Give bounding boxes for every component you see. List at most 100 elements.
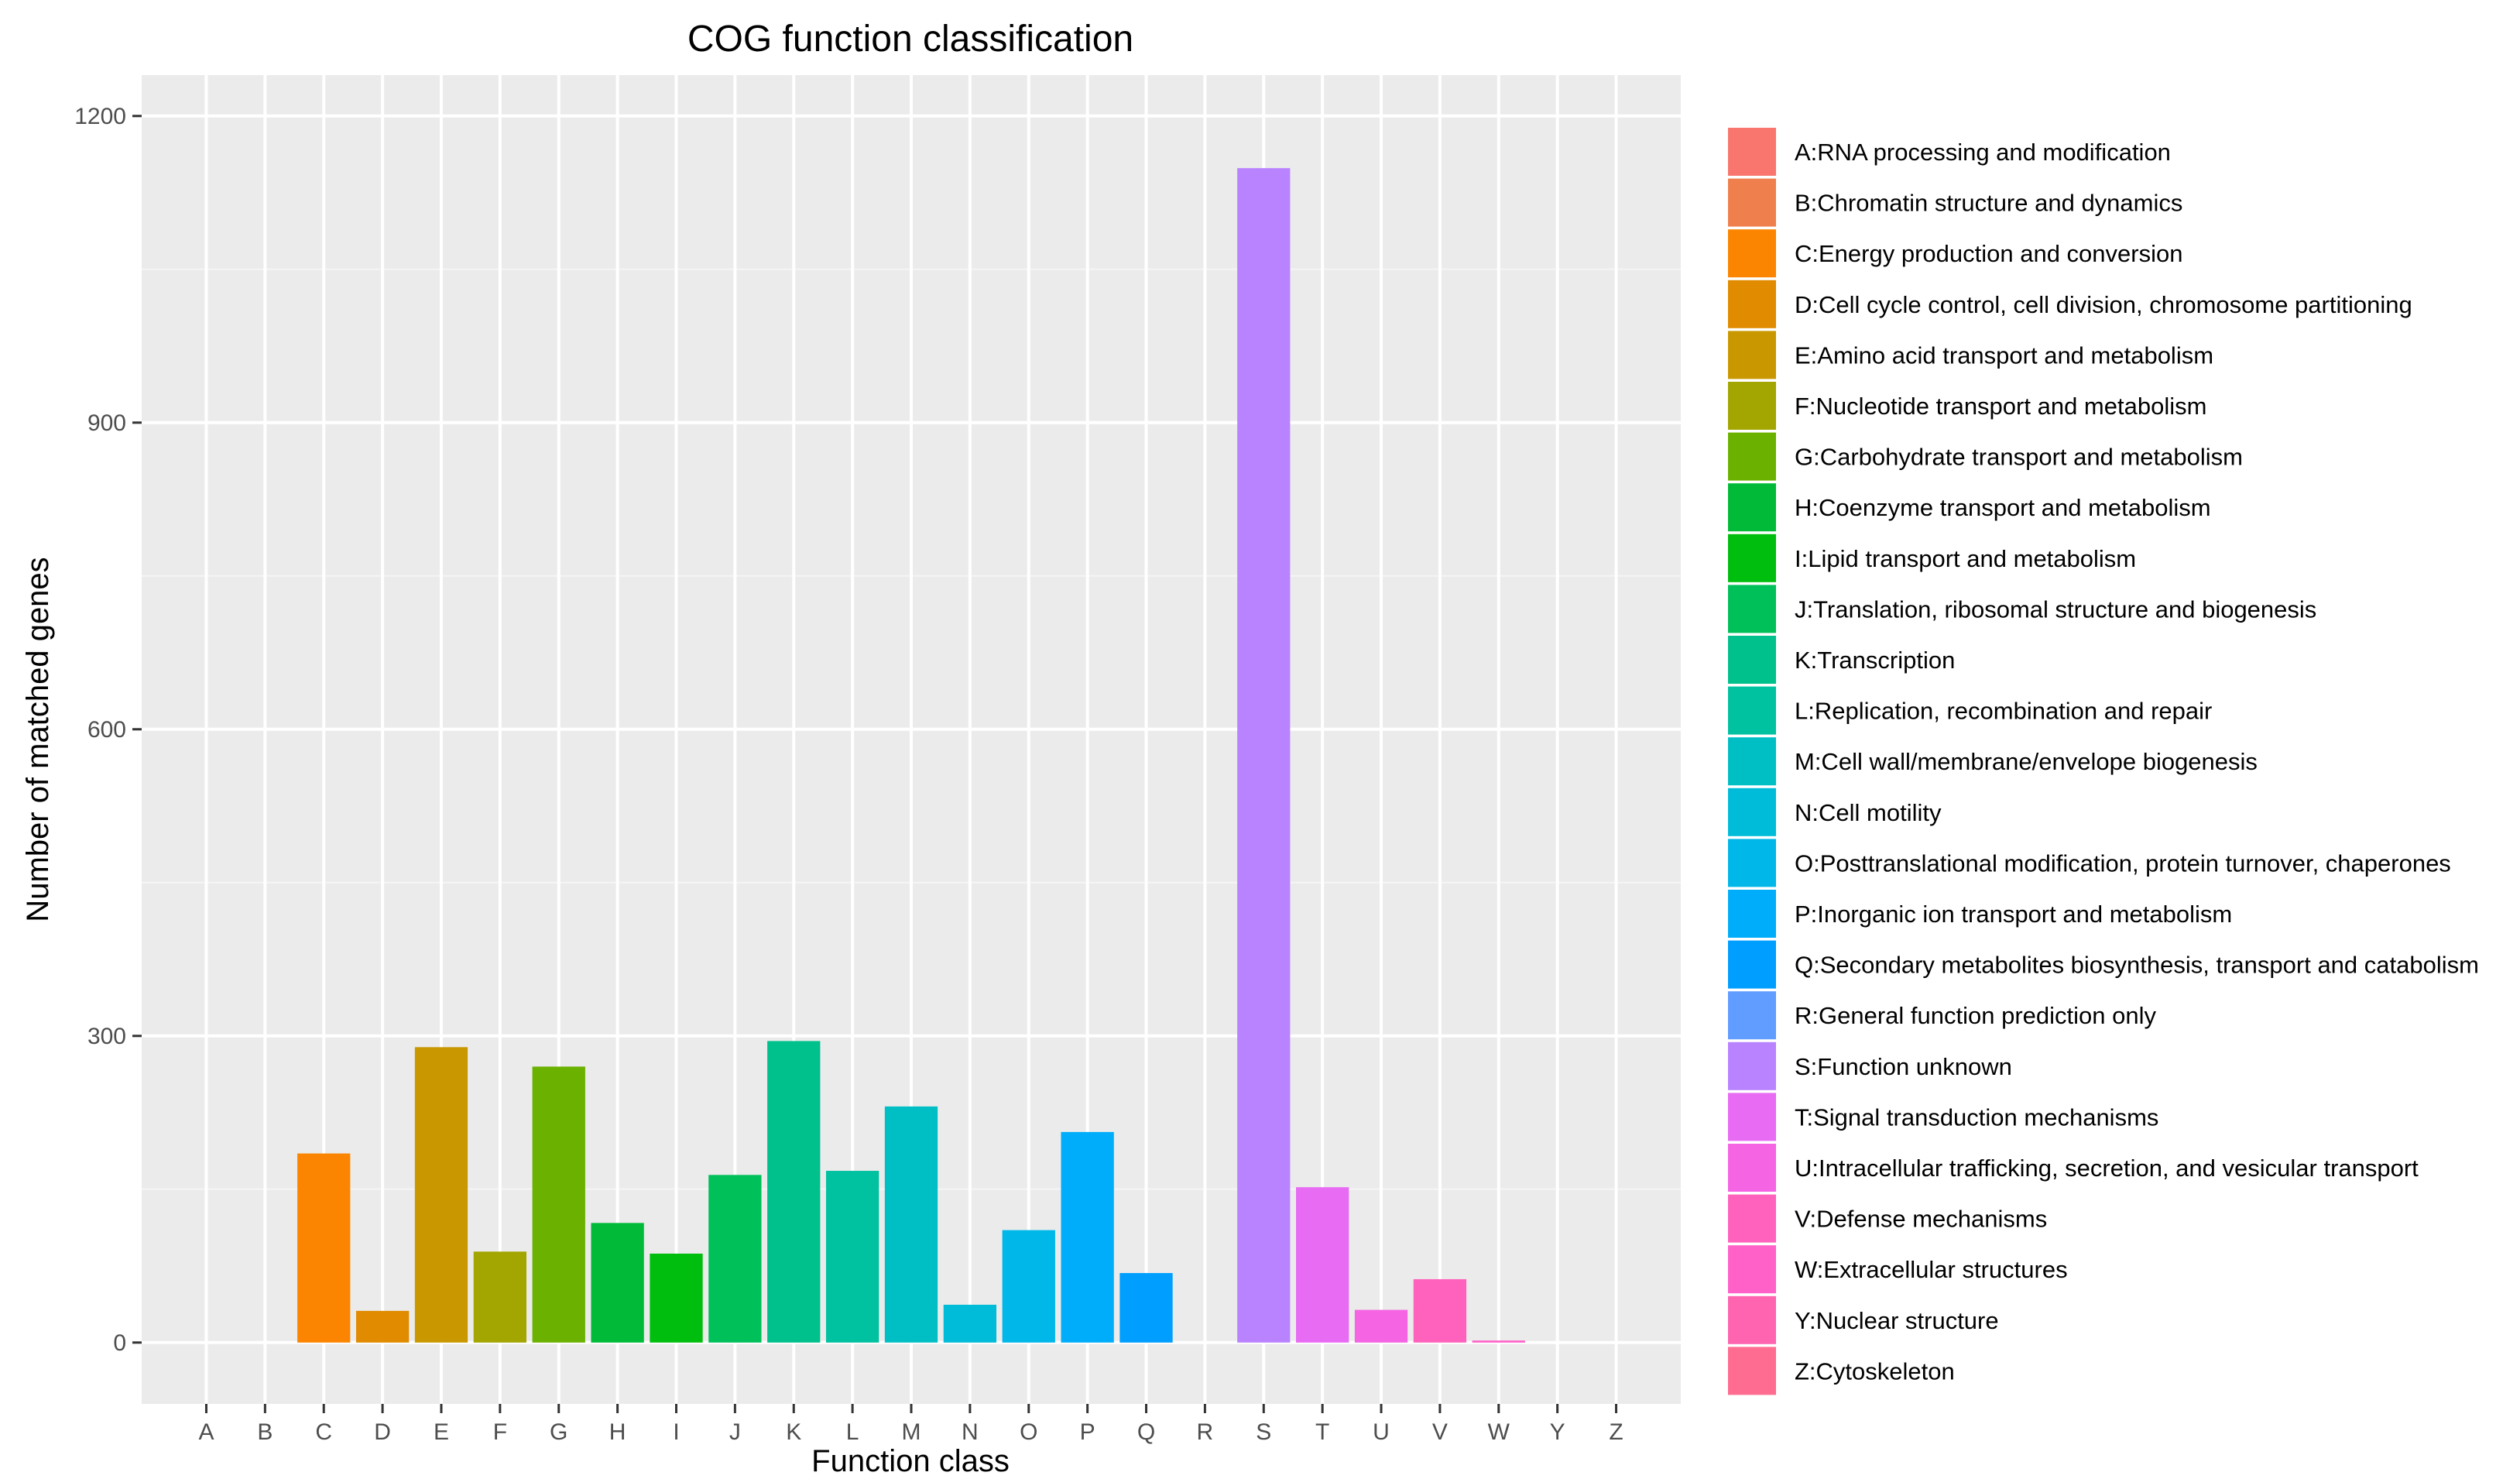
bar-F bbox=[473, 1251, 526, 1343]
legend-item: E:Amino acid transport and metabolism bbox=[1728, 331, 2213, 379]
legend-key bbox=[1728, 1093, 1776, 1141]
legend-key bbox=[1728, 686, 1776, 735]
legend-item: S:Function unknown bbox=[1728, 1041, 2012, 1090]
legend-key bbox=[1728, 534, 1776, 582]
legend-label: F:Nucleotide transport and metabolism bbox=[1795, 393, 2206, 420]
x-tick-label: D bbox=[374, 1419, 391, 1445]
x-tick-label: P bbox=[1080, 1419, 1095, 1445]
x-tick-label: I bbox=[673, 1419, 679, 1445]
legend-key bbox=[1728, 483, 1776, 532]
legend-key bbox=[1728, 382, 1776, 430]
legend-label: T:Signal transduction mechanisms bbox=[1795, 1103, 2158, 1131]
legend-label: M:Cell wall/membrane/envelope biogenesis bbox=[1795, 748, 2258, 775]
legend-item: D:Cell cycle control, cell division, chr… bbox=[1728, 280, 2412, 328]
x-tick-label: L bbox=[846, 1419, 859, 1445]
x-tick-label: Q bbox=[1137, 1419, 1155, 1445]
x-tick-label: T bbox=[1315, 1419, 1329, 1445]
x-tick-label: S bbox=[1256, 1419, 1271, 1445]
legend-item: W:Extracellular structures bbox=[1728, 1245, 2068, 1294]
x-tick-label: V bbox=[1432, 1419, 1448, 1445]
legend-label: W:Extracellular structures bbox=[1795, 1256, 2068, 1283]
x-tick-label: A bbox=[198, 1419, 214, 1445]
legend-item: B:Chromatin structure and dynamics bbox=[1728, 178, 2182, 227]
x-tick-label: B bbox=[257, 1419, 273, 1445]
y-axis: 0 300 600 900 1200 bbox=[74, 104, 142, 1356]
legend-item: G:Carbohydrate transport and metabolism bbox=[1728, 432, 2243, 481]
legend-key bbox=[1728, 788, 1776, 836]
legend-label: Z:Cytoskeleton bbox=[1795, 1357, 1955, 1385]
legend-item: J:Translation, ribosomal structure and b… bbox=[1728, 585, 2316, 633]
legend-item: A:RNA processing and modification bbox=[1728, 128, 2171, 176]
legend-item: M:Cell wall/membrane/envelope biogenesis bbox=[1728, 737, 2258, 786]
bar-N bbox=[943, 1304, 997, 1343]
legend-label: J:Translation, ribosomal structure and b… bbox=[1795, 595, 2316, 623]
bar-P bbox=[1061, 1131, 1114, 1343]
legend: A:RNA processing and modification B:Chrom… bbox=[1728, 128, 2479, 1395]
bar-Q bbox=[1119, 1273, 1173, 1343]
legend-label: H:Coenzyme transport and metabolism bbox=[1795, 494, 2211, 521]
y-tick-label: 600 bbox=[87, 717, 126, 743]
legend-label: D:Cell cycle control, cell division, chr… bbox=[1795, 291, 2412, 318]
legend-item: O:Posttranslational modification, protei… bbox=[1728, 839, 2451, 887]
legend-item: C:Energy production and conversion bbox=[1728, 229, 2182, 278]
legend-key bbox=[1728, 178, 1776, 227]
legend-key bbox=[1728, 432, 1776, 481]
legend-item: L:Replication, recombination and repair bbox=[1728, 686, 2212, 735]
chart-title: COG function classification bbox=[687, 19, 1133, 60]
legend-item: R:General function prediction only bbox=[1728, 991, 2156, 1040]
legend-label: I:Lipid transport and metabolism bbox=[1795, 545, 2136, 572]
bar-G bbox=[532, 1066, 585, 1343]
legend-label: U:Intracellular trafficking, secretion, … bbox=[1795, 1155, 2419, 1182]
bar-C bbox=[297, 1153, 351, 1343]
bar-H bbox=[591, 1223, 644, 1343]
legend-label: G:Carbohydrate transport and metabolism bbox=[1795, 444, 2243, 471]
legend-key bbox=[1728, 1295, 1776, 1344]
y-tick-label: 900 bbox=[87, 410, 126, 436]
legend-key bbox=[1728, 585, 1776, 633]
legend-key bbox=[1728, 280, 1776, 328]
y-axis-title: Number of matched genes bbox=[21, 557, 55, 921]
bar-D bbox=[355, 1310, 410, 1343]
x-tick-label: N bbox=[962, 1419, 979, 1445]
legend-key bbox=[1728, 1245, 1776, 1294]
bar-S bbox=[1237, 168, 1291, 1343]
legend-label: E:Amino acid transport and metabolism bbox=[1795, 341, 2213, 369]
bar-I bbox=[650, 1253, 703, 1343]
bar-T bbox=[1296, 1187, 1349, 1343]
legend-key bbox=[1728, 1347, 1776, 1395]
bar-V bbox=[1413, 1278, 1467, 1343]
legend-key bbox=[1728, 991, 1776, 1040]
legend-item: K:Transcription bbox=[1728, 636, 1955, 684]
legend-item: U:Intracellular trafficking, secretion, … bbox=[1728, 1144, 2419, 1192]
x-tick-label: K bbox=[786, 1419, 801, 1445]
legend-key bbox=[1728, 940, 1776, 989]
x-axis-title: Function class bbox=[811, 1444, 1010, 1478]
legend-key bbox=[1728, 331, 1776, 379]
legend-item: Q:Secondary metabolites biosynthesis, tr… bbox=[1728, 940, 2479, 989]
bar-M bbox=[884, 1106, 938, 1343]
legend-label: O:Posttranslational modification, protei… bbox=[1795, 849, 2451, 877]
y-tick-label: 0 bbox=[113, 1330, 126, 1356]
legend-label: S:Function unknown bbox=[1795, 1053, 2012, 1080]
legend-label: C:Energy production and conversion bbox=[1795, 240, 2182, 267]
bar-U bbox=[1354, 1309, 1408, 1343]
legend-label: B:Chromatin structure and dynamics bbox=[1795, 190, 2182, 217]
legend-item: F:Nucleotide transport and metabolism bbox=[1728, 382, 2206, 430]
y-tick-label: 1200 bbox=[74, 104, 126, 129]
x-tick-label: C bbox=[315, 1419, 332, 1445]
x-tick-label: J bbox=[729, 1419, 741, 1445]
bars bbox=[297, 168, 1525, 1343]
legend-label: R:General function prediction only bbox=[1795, 1002, 2156, 1029]
x-tick-label: O bbox=[1020, 1419, 1037, 1445]
legend-key bbox=[1728, 1041, 1776, 1090]
x-tick-label: E bbox=[434, 1419, 449, 1445]
legend-key bbox=[1728, 229, 1776, 278]
legend-key bbox=[1728, 128, 1776, 176]
x-tick-label: G bbox=[550, 1419, 567, 1445]
legend-item: V:Defense mechanisms bbox=[1728, 1194, 2047, 1243]
bar-W bbox=[1472, 1340, 1525, 1343]
legend-item: Y:Nuclear structure bbox=[1728, 1295, 1999, 1344]
legend-label: A:RNA processing and modification bbox=[1795, 139, 2171, 166]
